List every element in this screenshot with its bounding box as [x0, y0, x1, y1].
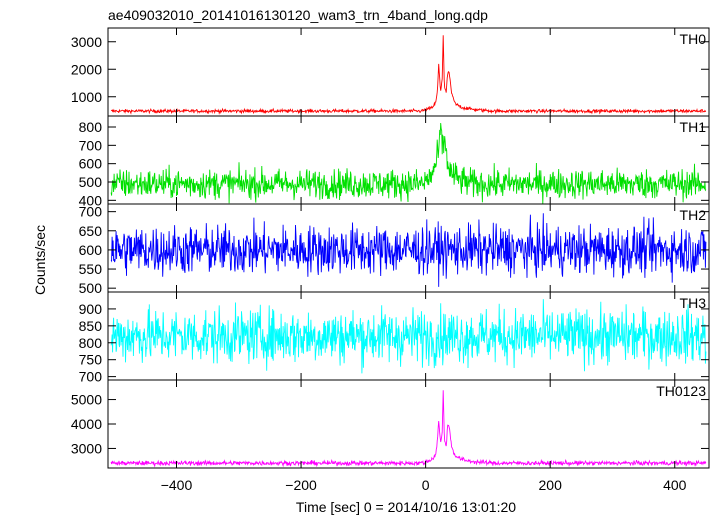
panel-label: TH0	[680, 31, 707, 47]
panel-label: TH1	[680, 119, 707, 135]
y-tick-label: 550	[79, 261, 103, 277]
x-tick-label: 400	[663, 477, 687, 493]
y-tick-label: 700	[79, 369, 103, 385]
x-tick-label: −400	[161, 477, 193, 493]
y-tick-label: 900	[79, 301, 103, 317]
y-tick-label: 650	[79, 223, 103, 239]
panel-label: TH2	[680, 207, 707, 223]
y-tick-label: 800	[79, 119, 103, 135]
y-tick-label: 1000	[71, 89, 102, 105]
series-line	[110, 299, 707, 374]
y-axis-label: Counts/sec	[32, 225, 48, 295]
y-tick-label: 850	[79, 318, 103, 334]
series-line	[110, 390, 707, 468]
y-tick-label: 600	[79, 242, 103, 258]
panel-frame	[107, 379, 710, 469]
series-line	[110, 122, 707, 204]
y-tick-label: 800	[79, 335, 103, 351]
y-tick-label: 750	[79, 352, 103, 368]
panel-label: TH3	[680, 295, 707, 311]
y-tick-label: 2000	[71, 61, 102, 77]
y-tick-label: 400	[79, 192, 103, 208]
series-line	[110, 213, 707, 287]
panel-label: TH0123	[656, 383, 706, 399]
series-line	[110, 35, 707, 115]
y-tick-label: 3000	[71, 440, 102, 456]
x-axis-label: Time [sec] 0 = 2014/10/16 13:01:20	[296, 499, 516, 515]
x-tick-label: 0	[422, 477, 430, 493]
x-tick-label: −200	[285, 477, 317, 493]
y-tick-label: 500	[79, 280, 103, 296]
chart-title: ae409032010_20141016130120_wam3_trn_4ban…	[108, 7, 488, 23]
y-tick-label: 4000	[71, 416, 102, 432]
y-tick-label: 700	[79, 137, 103, 153]
x-tick-label: 200	[539, 477, 563, 493]
panel-frame	[107, 27, 710, 117]
y-tick-label: 500	[79, 174, 103, 190]
y-tick-label: 600	[79, 156, 103, 172]
y-tick-label: 5000	[71, 392, 102, 408]
y-tick-label: 700	[79, 204, 103, 220]
y-tick-label: 3000	[71, 34, 102, 50]
